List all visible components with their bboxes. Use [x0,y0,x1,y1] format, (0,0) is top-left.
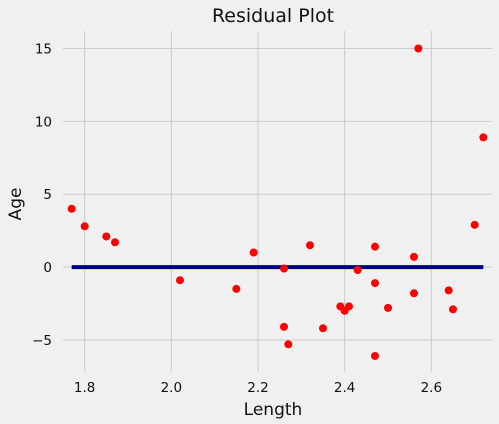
residual-point [284,340,293,349]
x-tick-label: 1.8 [74,380,95,396]
residual-point [280,322,288,331]
y-tick-label: −5 [32,333,52,349]
residual-point [353,265,362,274]
residual-point [444,286,453,295]
x-tick-label: 2.2 [247,380,268,396]
residual-point [449,305,457,314]
residual-point [371,351,379,360]
residual-point [249,248,258,257]
residual-point [111,238,119,247]
points-layer [67,44,488,360]
y-tick-label: 10 [35,114,52,130]
chart-title: Residual Plot [212,5,334,27]
y-tick-label: 0 [43,260,52,276]
residual-point [410,252,418,261]
residual-point [176,276,184,285]
y-tick-label: 15 [35,41,52,57]
residual-point [345,302,353,311]
residual-point [414,44,423,53]
x-tick-label: 2.0 [161,380,182,396]
residual-point [232,284,241,293]
residual-point [384,303,392,312]
residual-point [479,133,488,142]
residual-point [470,220,479,229]
x-axis-label: Length [244,400,303,420]
residual-point [410,289,418,298]
residual-point [319,324,327,333]
residual-point [80,222,89,231]
residual-point [280,264,288,273]
y-tick-label: 5 [43,187,52,203]
residual-point [371,242,379,251]
x-tick-label: 2.6 [421,380,442,396]
x-tick-labels: 1.8 2.0 2.2 2.4 2.6 [74,380,442,396]
residual-point [306,241,314,250]
residual-point [371,279,379,288]
residual-point [102,232,111,241]
y-axis-label: Age [6,188,26,221]
x-tick-label: 2.4 [334,380,355,396]
residual-point [67,204,76,213]
y-tick-labels: −5 0 5 10 15 [32,41,52,348]
